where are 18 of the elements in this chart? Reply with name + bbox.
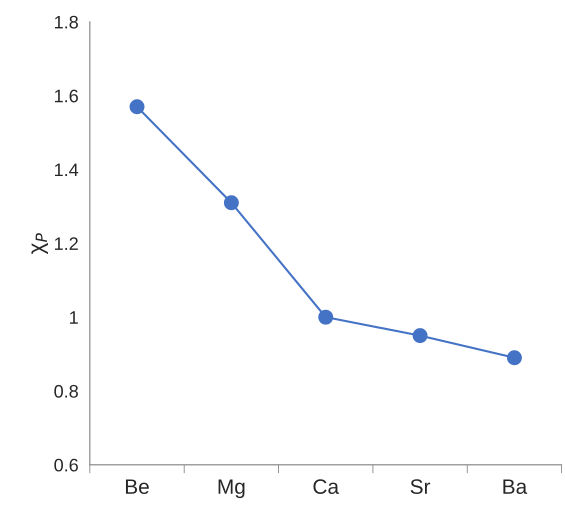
y-tick-label: 1.8 bbox=[55, 16, 78, 29]
y-tick-label: 0.8 bbox=[54, 384, 78, 398]
x-tick-label: Mg bbox=[218, 479, 244, 498]
y-tick-label: 1.2 bbox=[55, 237, 78, 250]
y-tick-label: 1.6 bbox=[55, 90, 78, 102]
y-tick-label: 0.6 bbox=[54, 458, 78, 472]
x-tick-label: Ba bbox=[503, 479, 528, 494]
point bbox=[224, 195, 239, 210]
y-tick-label: 1.4 bbox=[55, 164, 78, 176]
y-axis-title: χ$_{P}$ bbox=[31, 233, 48, 254]
y-tick-label: 1 bbox=[70, 311, 78, 324]
point bbox=[506, 350, 522, 366]
x-tick-label: Ca bbox=[313, 479, 340, 494]
x-tick-label: Sr bbox=[410, 479, 430, 494]
point bbox=[412, 328, 428, 344]
point bbox=[130, 99, 144, 114]
x-tick-label: Be bbox=[126, 479, 149, 494]
point bbox=[318, 310, 334, 325]
